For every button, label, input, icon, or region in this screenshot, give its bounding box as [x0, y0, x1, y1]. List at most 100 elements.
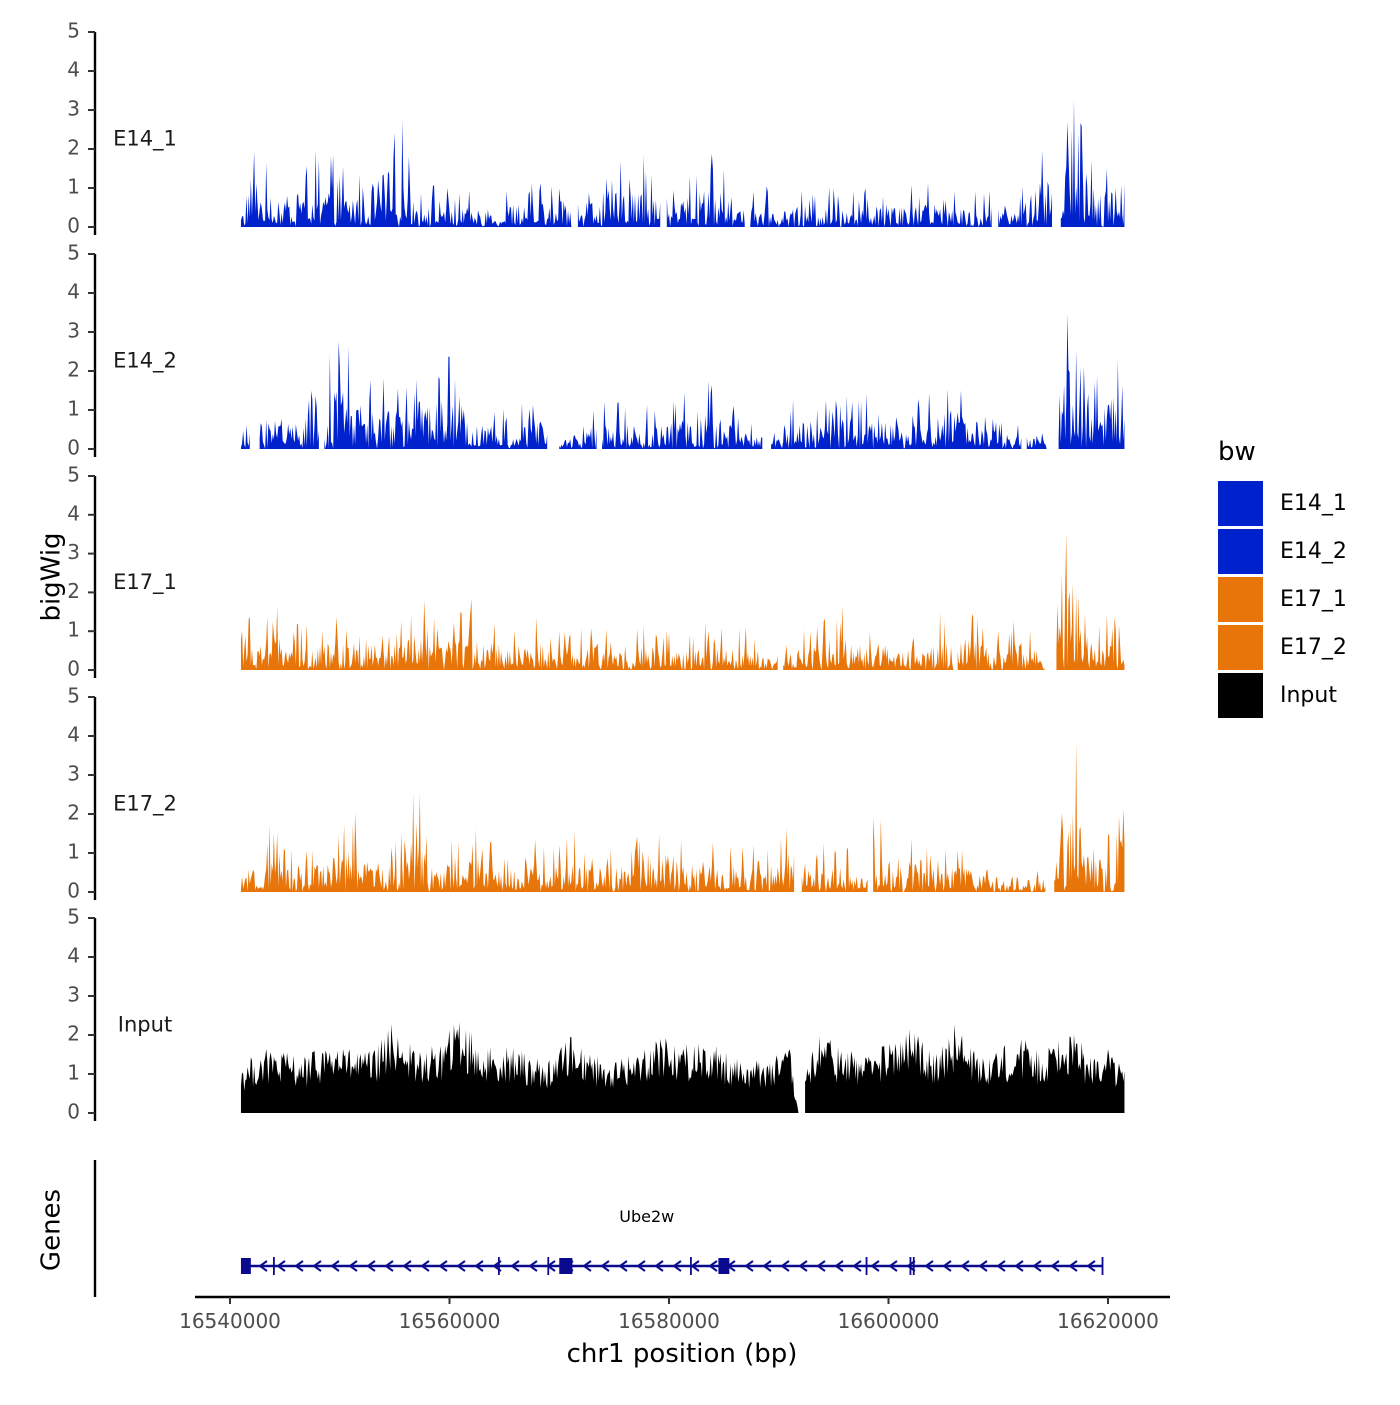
- y-tick-label-E17_2-2: 2: [67, 801, 80, 825]
- signal-area-E17_2-3: [1054, 741, 1125, 892]
- track-E17_1: 0 1 2 3 4 5 E17_1: [67, 463, 1125, 681]
- exon-0: [240, 1258, 251, 1274]
- legend-item-Input: Input: [1218, 673, 1337, 718]
- gene-Ube2w: Ube2w: [240, 1207, 1104, 1275]
- y-tick-label-Input-0: 0: [67, 1100, 80, 1124]
- track-label-E14_1: E14_1: [113, 127, 177, 152]
- strand-arrow-0: [258, 1260, 268, 1272]
- signal-area-E14_1-4: [998, 150, 1053, 227]
- genes-panel-title: Genes: [37, 1189, 67, 1271]
- strand-arrow-46: [1086, 1260, 1096, 1272]
- legend-title: bw: [1218, 437, 1256, 467]
- signal-area-E14_1-0: [240, 120, 572, 227]
- y-tick-label-E17_1-4: 4: [67, 501, 80, 525]
- strand-arrow-11: [456, 1260, 466, 1272]
- y-tick-label-E14_1-4: 4: [67, 58, 80, 82]
- strand-arrow-45: [1068, 1260, 1078, 1272]
- strand-arrow-25: [708, 1260, 718, 1272]
- strand-arrow-44: [1050, 1260, 1060, 1272]
- strand-arrow-22: [654, 1260, 664, 1272]
- strand-arrow-42: [1014, 1260, 1024, 1272]
- signal-area-Input-0: [240, 1022, 799, 1113]
- x-tick-label-16560000: 16560000: [399, 1309, 501, 1333]
- strand-arrow-31: [816, 1260, 826, 1272]
- strand-arrow-34: [870, 1260, 880, 1272]
- legend-label-E17_1: E17_1: [1280, 587, 1347, 612]
- strand-arrow-35: [888, 1260, 898, 1272]
- legend-item-E17_1: E17_1: [1218, 577, 1347, 622]
- legend: bw E14_1 E14_2 E17_1 E17_2 Input: [1218, 437, 1347, 718]
- exon-1: [559, 1258, 573, 1274]
- y-tick-label-E17_1-5: 5: [67, 463, 80, 487]
- x-tick-label-16600000: 16600000: [838, 1309, 940, 1333]
- legend-swatch-E17_2: [1218, 625, 1263, 670]
- y-tick-label-E17_2-0: 0: [67, 879, 80, 903]
- track-label-E17_1: E17_1: [113, 570, 177, 595]
- strand-arrow-1: [276, 1260, 286, 1272]
- strand-arrow-2: [294, 1260, 304, 1272]
- y-tick-label-Input-2: 2: [67, 1022, 80, 1046]
- signal-area-E17_1-1: [783, 605, 954, 670]
- y-axis-title: bigWig: [37, 532, 67, 621]
- legend-swatch-E14_2: [1218, 529, 1263, 574]
- strand-arrow-43: [1032, 1260, 1042, 1272]
- y-tick-label-E17_1-0: 0: [67, 657, 80, 681]
- legend-swatch-Input: [1218, 673, 1263, 718]
- strand-arrow-24: [690, 1260, 700, 1272]
- x-tick-label-16580000: 16580000: [618, 1309, 720, 1333]
- y-tick-label-Input-1: 1: [67, 1061, 80, 1085]
- legend-label-E14_1: E14_1: [1280, 491, 1347, 516]
- signal-area-E14_1-2: [666, 153, 745, 227]
- gene-name-label: Ube2w: [619, 1207, 674, 1226]
- strand-arrow-19: [600, 1260, 610, 1272]
- signal-area-E17_2-2: [873, 817, 1046, 892]
- strand-arrow-14: [510, 1260, 520, 1272]
- strand-arrow-40: [978, 1260, 988, 1272]
- x-tick-label-16620000: 16620000: [1057, 1309, 1159, 1333]
- strand-arrow-20: [618, 1260, 628, 1272]
- y-tick-label-E14_2-5: 5: [67, 241, 80, 265]
- strand-arrow-41: [996, 1260, 1006, 1272]
- signal-area-E14_1-5: [1060, 98, 1125, 227]
- strand-arrow-27: [744, 1260, 754, 1272]
- exon-2: [718, 1258, 730, 1274]
- legend-item-E14_1: E14_1: [1218, 481, 1347, 526]
- legend-item-E14_2: E14_2: [1218, 529, 1347, 574]
- strand-arrow-12: [474, 1260, 484, 1272]
- strand-arrow-5: [348, 1260, 358, 1272]
- strand-arrow-18: [582, 1260, 592, 1272]
- y-tick-label-E17_1-2: 2: [67, 579, 80, 603]
- legend-swatch-E14_1: [1218, 481, 1263, 526]
- y-tick-label-E14_2-0: 0: [67, 436, 80, 460]
- track-label-E17_2: E17_2: [113, 792, 177, 817]
- track-E14_2: 0 1 2 3 4 5 E14_2: [67, 241, 1125, 460]
- x-axis-title: chr1 position (bp): [567, 1339, 798, 1369]
- y-tick-label-Input-5: 5: [67, 905, 80, 929]
- y-tick-label-E17_2-1: 1: [67, 840, 80, 864]
- y-tick-label-E14_2-3: 3: [67, 319, 80, 343]
- strand-arrow-8: [402, 1260, 412, 1272]
- track-label-E14_2: E14_2: [113, 349, 177, 374]
- strand-arrow-3: [312, 1260, 322, 1272]
- strand-arrow-36: [906, 1260, 916, 1272]
- strand-arrow-37: [924, 1260, 934, 1272]
- legend-item-E17_2: E17_2: [1218, 625, 1347, 670]
- signal-area-Input-1: [805, 1024, 1125, 1113]
- signal-area-E14_1-1: [577, 155, 661, 227]
- signal-area-E14_2-2: [324, 341, 548, 449]
- legend-swatch-E17_1: [1218, 577, 1263, 622]
- signal-area-E17_1-3: [1056, 532, 1125, 670]
- track-Input: 0 1 2 3 4 5 Input: [67, 905, 1125, 1124]
- legend-items: E14_1 E14_2 E17_1 E17_2 Input: [1218, 481, 1347, 718]
- signal-area-E14_2-1: [259, 390, 319, 449]
- tracks-layer: 0 1 2 3 4 5 E14_1 0 1 2 3 4 5 E14_2 0 1 2 3 4 5 E17_1 0 1 2 3 4 5 E…: [67, 19, 1125, 1124]
- strand-arrow-15: [528, 1260, 538, 1272]
- strand-arrow-7: [384, 1260, 394, 1272]
- legend-label-Input: Input: [1280, 683, 1337, 708]
- signal-area-E14_2-0: [240, 425, 250, 449]
- signal-area-E14_1-3: [750, 183, 992, 227]
- y-tick-label-Input-4: 4: [67, 944, 80, 968]
- strand-arrow-4: [330, 1260, 340, 1272]
- strand-arrow-21: [636, 1260, 646, 1272]
